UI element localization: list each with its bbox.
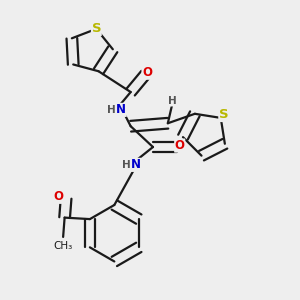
Text: CH₃: CH₃	[53, 241, 73, 251]
Text: S: S	[219, 108, 229, 122]
Text: O: O	[175, 139, 185, 152]
Text: S: S	[92, 22, 101, 35]
Text: N: N	[131, 158, 141, 171]
Text: H: H	[122, 160, 130, 170]
Text: N: N	[116, 103, 126, 116]
Text: O: O	[142, 66, 152, 79]
Text: O: O	[54, 190, 64, 203]
Text: H: H	[107, 105, 116, 115]
Text: H: H	[168, 96, 177, 106]
